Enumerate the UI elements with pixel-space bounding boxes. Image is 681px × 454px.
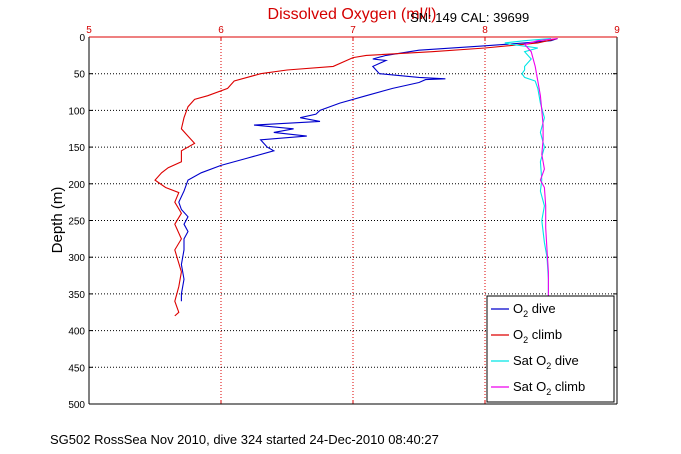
legend-label: O2 dive	[513, 301, 556, 319]
legend-label: O2 climb	[513, 327, 562, 345]
series-line-sat-o2-climb	[523, 37, 558, 316]
y-tick-label: 500	[68, 400, 85, 411]
legend-box	[486, 295, 615, 403]
y-tick-label: 250	[68, 217, 85, 228]
legend-label: Sat O2 climb	[513, 379, 585, 397]
x-tick-label: 9	[614, 25, 620, 36]
x-tick-label: 8	[482, 25, 488, 36]
y-tick-label: 400	[68, 327, 85, 338]
y-tick-label: 100	[68, 106, 85, 117]
y-axis-label: Depth (m)	[49, 187, 66, 254]
chart-title: Dissolved Oxygen (ml/l)	[268, 6, 437, 23]
y-tick-label: 300	[68, 253, 85, 264]
x-tick-label: 7	[350, 25, 356, 36]
series-line-sat-o2-dive	[504, 37, 552, 316]
y-tick-label: 0	[79, 33, 85, 44]
y-tick-label: 50	[74, 70, 86, 81]
legend: O2 dive O2 climb Sat O2 dive Sat O2 climb	[486, 295, 615, 403]
y-tick-label: 150	[68, 143, 85, 154]
series-line-o2-climb	[154, 37, 558, 317]
x-tick-label: 6	[218, 25, 224, 36]
series-group	[154, 37, 558, 317]
y-tick-label: 350	[68, 290, 85, 301]
grid	[89, 37, 617, 404]
series-line-o2-dive	[178, 37, 558, 302]
footer-caption: SG502 RossSea Nov 2010, dive 324 started…	[50, 432, 439, 447]
y-tick-label: 200	[68, 180, 85, 191]
serial-calibration-label: SN: 149 CAL: 39699	[410, 10, 529, 25]
x-tick-label: 5	[86, 25, 92, 36]
y-tick-label: 450	[68, 363, 85, 374]
legend-label: Sat O2 dive	[513, 353, 579, 371]
axes: 5 6 7 8 9 0 50 100 150 200 250 300 350 400 450 500	[68, 25, 620, 411]
